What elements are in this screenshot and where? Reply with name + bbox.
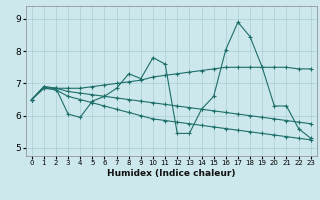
X-axis label: Humidex (Indice chaleur): Humidex (Indice chaleur) (107, 169, 236, 178)
